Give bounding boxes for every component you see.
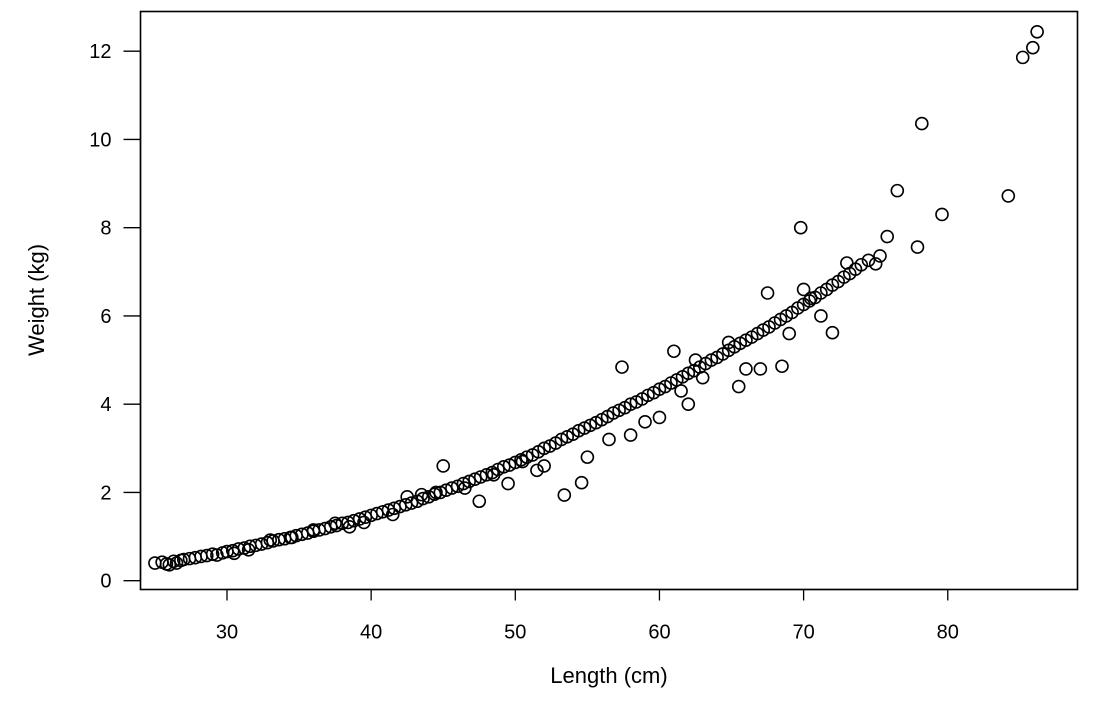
data-point [674, 384, 688, 398]
data-point [400, 490, 414, 504]
plot-frame [139, 10, 1079, 591]
data-point [861, 253, 876, 268]
data-point [915, 116, 929, 131]
data-point [227, 546, 241, 561]
data-point [880, 229, 895, 244]
data-point [652, 410, 667, 425]
x-tick-label: 40 [360, 622, 382, 644]
data-point [285, 530, 299, 545]
data-point [557, 488, 572, 502]
data-point [854, 257, 869, 272]
data-point [753, 362, 768, 376]
data-point [385, 507, 400, 522]
data-point [439, 483, 453, 498]
data-point [414, 487, 429, 502]
data-point [796, 282, 811, 297]
data-point [501, 476, 515, 491]
data-point [436, 459, 451, 473]
data-point [638, 415, 652, 429]
data-point [458, 481, 472, 495]
data-point [241, 542, 256, 557]
data-point [530, 463, 544, 478]
x-axis-title: Length (cm) [550, 663, 667, 688]
data-point [695, 370, 710, 385]
data-point [473, 470, 488, 484]
data-point [1015, 50, 1030, 65]
data-point [782, 326, 796, 341]
data-point [890, 183, 905, 198]
data-point [873, 249, 887, 263]
x-tick-label: 50 [504, 622, 526, 644]
data-point [1001, 189, 1016, 203]
y-tick-label: 8 [100, 218, 111, 240]
data-point [615, 360, 629, 374]
data-point [433, 485, 448, 500]
y-axis-title: Weight (kg) [24, 244, 49, 356]
data-point [793, 220, 808, 235]
data-point [580, 450, 595, 464]
x-tick-label: 60 [648, 622, 670, 644]
data-point [427, 487, 442, 501]
data-point [840, 256, 854, 270]
data-point [574, 475, 589, 490]
y-tick-label: 10 [89, 129, 111, 151]
data-point [731, 379, 746, 394]
data-point [688, 353, 703, 367]
data-point [515, 454, 530, 469]
y-tick-label: 2 [100, 482, 111, 504]
y-tick-label: 4 [100, 394, 111, 416]
data-point [328, 516, 342, 531]
data-point [306, 523, 321, 537]
x-axis: 30 40 50 60 70 80 [216, 588, 959, 644]
data-point [429, 485, 443, 500]
data-point [472, 494, 487, 509]
data-point [602, 432, 616, 447]
data-point [1026, 40, 1040, 55]
data-point [814, 309, 828, 323]
data-point [721, 335, 736, 350]
data-point [263, 533, 278, 547]
data-point [445, 481, 459, 495]
data-point [357, 515, 371, 530]
data-point [462, 474, 476, 489]
data-point [760, 286, 775, 300]
data-point [667, 344, 681, 359]
data-points [148, 24, 1044, 572]
data-point [496, 460, 511, 474]
data-point [468, 472, 482, 486]
data-point [681, 397, 696, 411]
data-point [166, 554, 181, 569]
data-point [342, 520, 357, 534]
x-tick-label: 30 [216, 622, 238, 644]
data-point [162, 557, 177, 572]
data-point [825, 325, 840, 340]
data-point [200, 548, 214, 563]
data-point [739, 362, 753, 376]
data-point [520, 450, 534, 464]
data-point [623, 397, 638, 411]
data-point [486, 467, 501, 482]
data-point [479, 467, 494, 482]
y-axis: 0 2 4 6 8 10 12 [89, 41, 142, 593]
y-tick-label: 12 [89, 41, 111, 63]
data-point [868, 257, 883, 271]
data-point [623, 428, 638, 442]
data-point [537, 459, 551, 473]
x-tick-label: 80 [937, 622, 959, 644]
data-point [910, 240, 925, 254]
data-point [935, 207, 949, 222]
data-point [775, 359, 789, 374]
x-tick-label: 70 [792, 622, 814, 644]
data-point [1030, 24, 1044, 39]
y-tick-label: 0 [100, 571, 111, 593]
data-point [537, 441, 551, 456]
y-tick-label: 6 [100, 306, 111, 328]
data-point [804, 291, 818, 306]
